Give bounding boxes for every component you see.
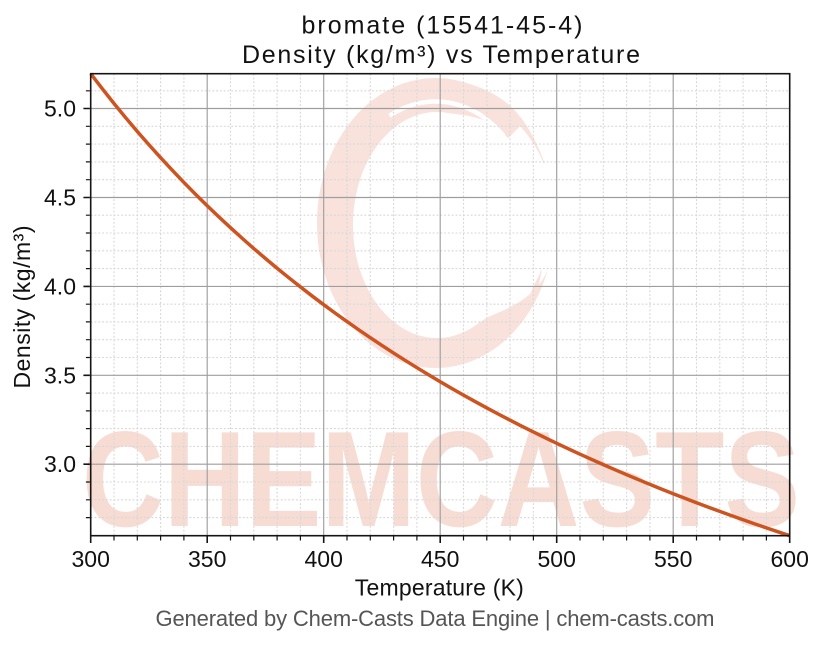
svg-text:Density (kg/m³) vs Temperature: Density (kg/m³) vs Temperature [242, 41, 640, 69]
svg-text:3.0: 3.0 [44, 451, 76, 477]
svg-text:5.0: 5.0 [44, 96, 76, 122]
svg-text:500: 500 [538, 546, 576, 572]
svg-text:4.5: 4.5 [44, 185, 76, 211]
svg-text:550: 550 [654, 546, 692, 572]
svg-text:Generated by Chem-Casts Data E: Generated by Chem-Casts Data Engine | ch… [156, 606, 715, 631]
svg-text:350: 350 [188, 546, 226, 572]
svg-text:300: 300 [72, 546, 110, 572]
svg-text:Temperature (K): Temperature (K) [355, 574, 524, 600]
svg-text:bromate (15541-45-4): bromate (15541-45-4) [302, 12, 583, 40]
svg-text:600: 600 [771, 546, 809, 572]
svg-text:Density (kg/m³): Density (kg/m³) [9, 226, 35, 389]
svg-text:450: 450 [421, 546, 459, 572]
svg-text:CHEMCASTS: CHEMCASTS [82, 403, 800, 555]
svg-text:4.0: 4.0 [44, 273, 76, 299]
svg-text:3.5: 3.5 [44, 362, 76, 388]
svg-text:400: 400 [305, 546, 343, 572]
